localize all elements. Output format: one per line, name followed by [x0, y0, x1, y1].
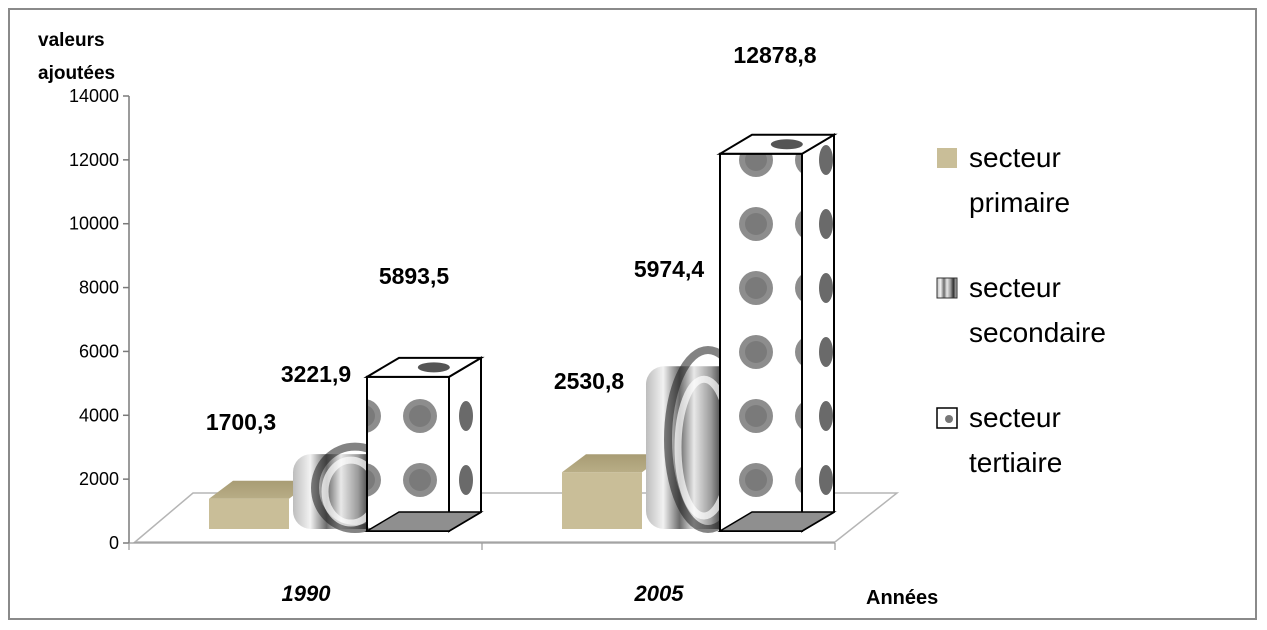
- legend: secteur primaire secteur secondaire secteur t…: [936, 142, 1106, 478]
- legend-label: tertiaire: [969, 447, 1062, 478]
- y-tick-label: 12000: [69, 150, 119, 170]
- bar-primaire-top: [209, 480, 313, 499]
- legend-label: secteur: [969, 272, 1061, 303]
- bar-primaire-top: [562, 454, 666, 473]
- legend-swatch: [936, 277, 958, 299]
- bar-primaire: [209, 498, 289, 529]
- legend-label: secteur: [969, 402, 1061, 433]
- bar-tertiaire-top-dot: [770, 139, 803, 150]
- bar-tertiaire-side: [448, 356, 482, 533]
- y-tick-label: 2000: [79, 469, 119, 489]
- bar-tertiaire: [719, 152, 803, 532]
- data-label: 3221,9: [281, 361, 351, 387]
- y-tick-label: 14000: [69, 86, 119, 106]
- bar-tertiaire-base: [717, 511, 837, 532]
- bar-tertiaire: [366, 375, 450, 532]
- legend-label: primaire: [969, 187, 1070, 218]
- y-tick-label: 10000: [69, 214, 119, 234]
- legend-label: secondaire: [969, 317, 1106, 348]
- legend-swatch: [937, 148, 957, 168]
- legend-label: secteur: [969, 142, 1061, 173]
- data-label: 5893,5: [379, 263, 450, 289]
- y-axis: 0 2000 4000 6000 8000 10000 12000 14000 valeurs a…: [38, 30, 938, 609]
- y-tick-label: 6000: [79, 341, 119, 361]
- y-tick-label: 8000: [79, 278, 119, 298]
- data-label: 12878,8: [733, 42, 816, 68]
- data-label: 1700,3: [206, 409, 276, 435]
- y-tick-label: 0: [109, 533, 119, 553]
- x-axis-label: Années: [866, 587, 938, 609]
- bar-tertiaire-top-dot: [417, 362, 450, 373]
- bar-tertiaire-base: [364, 511, 484, 532]
- bars: [209, 133, 838, 533]
- y-axis-label: valeurs: [38, 30, 105, 51]
- bar-primaire: [562, 472, 642, 529]
- y-tick-label: 4000: [79, 405, 119, 425]
- y-axis-label: ajoutées: [38, 63, 115, 84]
- bar-tertiaire-side: [801, 133, 835, 533]
- legend-swatch-dot: [945, 415, 953, 423]
- category-label: 2005: [634, 581, 685, 606]
- category-label: 1990: [282, 581, 332, 606]
- data-label: 5974,4: [634, 256, 705, 282]
- data-label: 2530,8: [554, 368, 625, 394]
